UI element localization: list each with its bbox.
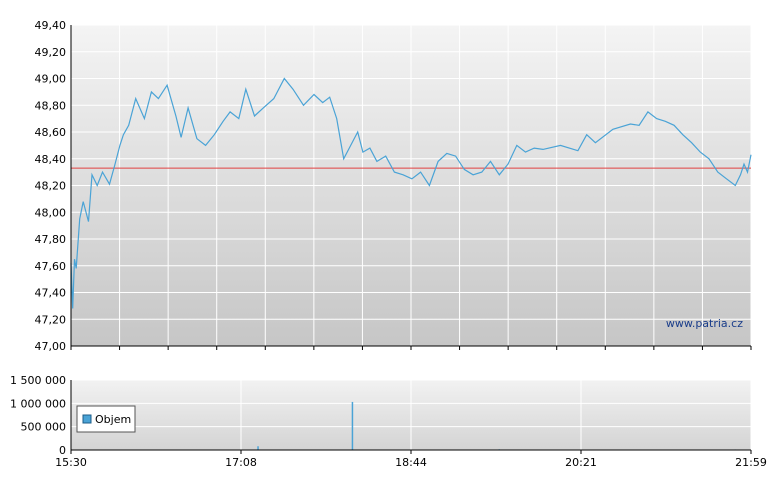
price-y-tick-label: 48,00 bbox=[35, 206, 67, 219]
volume-x-tick-label: 17:08 bbox=[225, 456, 257, 469]
volume-y-tick-label: 1 000 000 bbox=[10, 397, 66, 410]
volume-x-tick-label: 21:59 bbox=[735, 456, 767, 469]
volume-y-axis: 1 500 000 1 000 000 500 000 0 bbox=[10, 374, 66, 457]
volume-x-tick-label: 15:30 bbox=[55, 456, 87, 469]
price-x-ticks bbox=[70, 346, 752, 350]
volume-x-axis-labels: 15:30 17:08 18:44 20:21 21:59 bbox=[55, 450, 767, 469]
price-y-tick-label: 49,00 bbox=[35, 73, 67, 86]
volume-legend: Objem bbox=[76, 405, 136, 433]
volume-y-tick-label: 500 000 bbox=[21, 421, 67, 434]
price-panel: 47,00 47,20 47,40 47,60 47,80 48,00 48,20 48,40… bbox=[35, 19, 752, 353]
volume-y-tick-label: 0 bbox=[59, 444, 66, 457]
price-y-tick-label: 47,40 bbox=[35, 287, 67, 300]
price-series-line bbox=[70, 77, 752, 309]
price-y-tick-label: 49,40 bbox=[35, 19, 67, 32]
volume-panel: 1 500 000 1 000 000 500 000 0 15:30 17:08 18:… bbox=[10, 374, 767, 469]
volume-x-tick-label: 18:44 bbox=[395, 456, 427, 469]
price-y-tick-label: 48,80 bbox=[35, 99, 67, 112]
price-y-tick-label: 48,40 bbox=[35, 153, 67, 166]
price-y-tick-label: 47,60 bbox=[35, 260, 67, 273]
legend-label: Objem bbox=[95, 413, 131, 426]
price-y-tick-label: 48,20 bbox=[35, 180, 67, 193]
price-y-tick-label: 47,20 bbox=[35, 313, 67, 326]
legend-swatch bbox=[82, 414, 92, 424]
price-y-axis: 47,00 47,20 47,40 47,60 47,80 48,00 48,20 48,40… bbox=[35, 19, 67, 353]
price-y-tick-label: 47,00 bbox=[35, 340, 67, 353]
volume-y-tick-label: 1 500 000 bbox=[10, 374, 66, 387]
price-y-tick-label: 47,80 bbox=[35, 233, 67, 246]
watermark: www.patria.cz bbox=[666, 317, 743, 330]
price-gridlines bbox=[70, 24, 752, 347]
price-y-tick-label: 49,20 bbox=[35, 46, 67, 59]
volume-x-tick-label: 20:21 bbox=[565, 456, 597, 469]
price-y-tick-label: 48,60 bbox=[35, 126, 67, 139]
